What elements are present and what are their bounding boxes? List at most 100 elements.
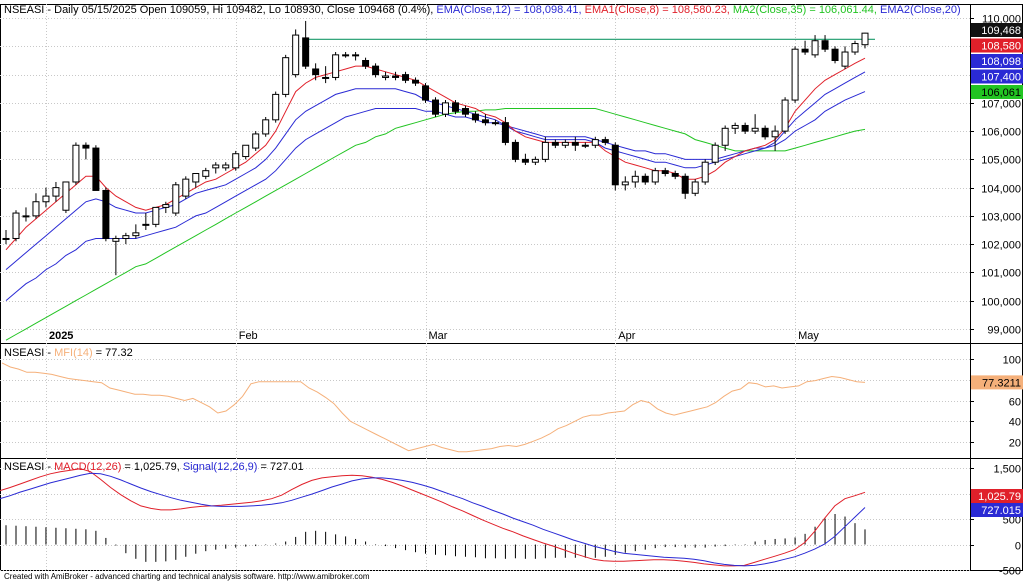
candle-body	[691, 181, 699, 194]
macd-pane: -50005001,0001,5001,025.79727.015NSEASI …	[0, 458, 1023, 578]
candle-body	[831, 48, 839, 62]
price-value-label: 109,468	[981, 25, 1021, 37]
candle-body	[112, 237, 120, 242]
ema8-line	[5, 57, 866, 251]
candle-body	[761, 127, 769, 138]
candle-body	[172, 184, 180, 214]
candle-body	[591, 139, 599, 146]
footer-credit: Created with AmiBroker - advanced charti…	[4, 572, 370, 581]
candle-body	[402, 74, 410, 81]
candle-body	[781, 99, 789, 132]
candle-body	[162, 204, 170, 208]
candle-body	[92, 147, 100, 191]
candle-body	[571, 141, 579, 146]
candle-body	[342, 54, 350, 57]
candle-body	[252, 133, 260, 149]
candle-body	[851, 43, 859, 53]
macd-header: NSEASI - MACD(12,26) = 1,025.79, Signal(…	[4, 461, 304, 473]
candle-body	[32, 201, 40, 217]
candle-body	[272, 93, 280, 121]
macd-line	[0, 468, 866, 567]
price-tick-label: 104,000	[981, 184, 1021, 196]
price-tick-label: 110,000	[982, 14, 1021, 26]
candle-body	[541, 141, 549, 160]
candle-body	[102, 189, 110, 239]
candle-body	[222, 164, 230, 169]
candle-body	[501, 122, 509, 143]
price-value-label: 106,061	[981, 87, 1021, 99]
candle-body	[671, 173, 679, 177]
candle-body	[82, 144, 90, 149]
candle-body	[611, 144, 619, 186]
candle-body	[62, 181, 70, 211]
macd-value-label: 1,025.79	[978, 491, 1021, 503]
candle-body	[22, 215, 30, 218]
price-tick-label: 106,000	[981, 127, 1021, 139]
mfi-line	[1, 362, 866, 453]
candle-body	[491, 122, 499, 125]
candle-body	[242, 144, 250, 158]
candle-body	[52, 187, 60, 197]
price-value-label: 108,580	[981, 41, 1021, 53]
price-value-label-bg	[971, 54, 1023, 68]
candle-body	[382, 75, 390, 78]
candle-body	[122, 235, 130, 239]
price-value-label-bg	[971, 23, 1023, 37]
macd-tick-label: 1,500	[993, 464, 1021, 476]
candle-body	[232, 153, 240, 169]
candle-body	[461, 108, 469, 115]
macd-value-label-bg	[971, 503, 1023, 517]
pane-frame	[0, 458, 1023, 571]
mfi-tick-label: 40	[1009, 417, 1021, 429]
price-value-label-bg	[971, 38, 1023, 53]
candle-body	[701, 161, 709, 183]
candle-body	[751, 127, 759, 132]
mfi-tick-label: 100	[1003, 355, 1021, 367]
candle-body	[641, 175, 649, 183]
candle-body	[282, 57, 290, 95]
candle-body	[432, 99, 439, 115]
candle-body	[721, 127, 729, 146]
candle-body	[192, 173, 200, 183]
candle-body	[771, 130, 779, 138]
candle-body	[821, 40, 829, 50]
candle-body	[561, 141, 569, 146]
candle-body	[511, 141, 519, 160]
x-axis-label: Feb	[239, 330, 258, 342]
candle-body	[322, 76, 330, 79]
candle-body	[132, 232, 140, 237]
candle-body	[312, 68, 320, 76]
candle-body	[72, 144, 80, 183]
pane-frame	[0, 4, 1023, 344]
signal-line	[0, 472, 866, 567]
macd-value-label-bg	[971, 489, 1023, 503]
candle-body	[142, 223, 150, 226]
candle-body	[731, 124, 739, 129]
price-header: NSEASI - Daily 05/15/2025 Open 109059, H…	[4, 4, 961, 16]
price-pane: 99,000 100,000 101,000 102,000 103,000 104,00…	[0, 4, 1023, 344]
candle-body	[262, 119, 270, 135]
ma35-line	[5, 108, 866, 341]
candle-body	[621, 181, 629, 186]
candle-body	[471, 113, 479, 121]
candle-body	[861, 32, 869, 46]
candle-body	[661, 170, 669, 175]
candle-body	[651, 170, 659, 183]
mfi-tick-label: 60	[1009, 397, 1021, 409]
macd-tick-label: 0	[1015, 541, 1021, 553]
ema20-line	[5, 91, 866, 301]
price-tick-label: 99,000	[987, 325, 1021, 337]
candle-body	[841, 51, 849, 67]
candle-body	[212, 164, 220, 169]
candle-body	[42, 195, 50, 203]
price-tick-label: 105,000	[981, 155, 1021, 167]
x-axis-label: 2025	[49, 330, 73, 342]
mfi-header: NSEASI - MFI(14) = 77.32	[4, 347, 133, 359]
candle-body	[182, 178, 190, 197]
candle-body	[451, 102, 459, 112]
candle-body	[811, 40, 819, 56]
candle-body	[422, 85, 430, 101]
candle-body	[601, 139, 609, 143]
